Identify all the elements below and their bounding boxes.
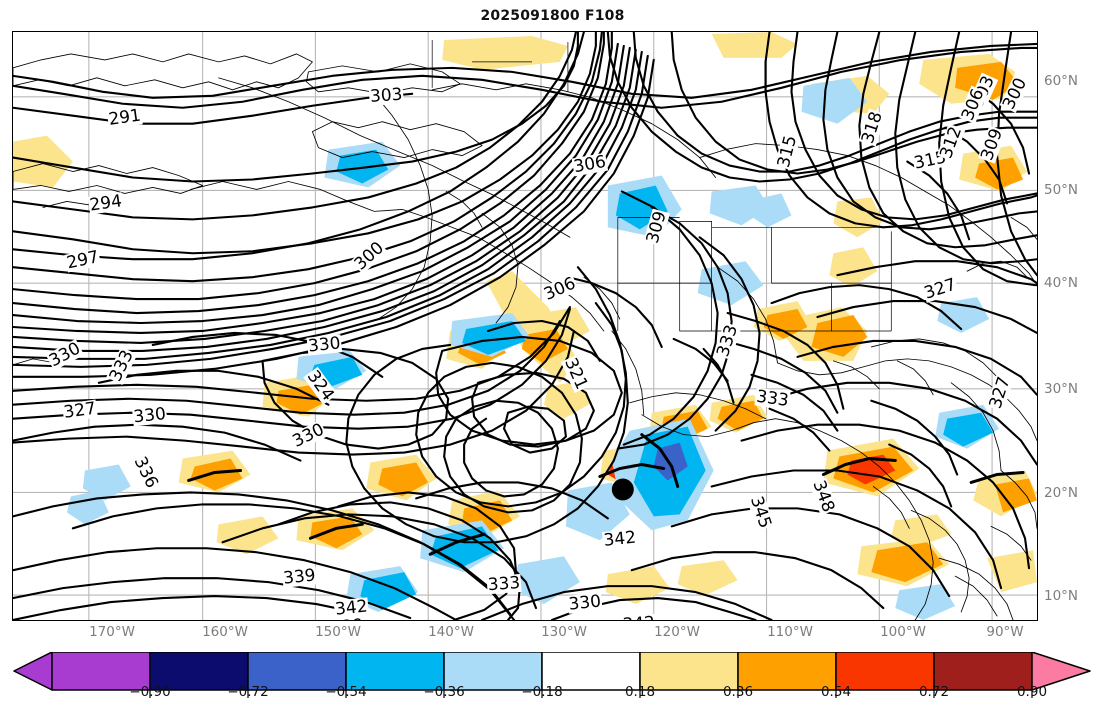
contour-label: 345 (94, 617, 128, 620)
colorbar-over-arrow-final (1031, 652, 1091, 691)
colorbar-tick-8: 0.72 (918, 684, 950, 700)
contour-label-backing (45, 339, 85, 371)
lat-label-30n: 30°N (1044, 381, 1079, 397)
lon-label-130w: 130°W (541, 624, 587, 640)
contour-label-backing (281, 566, 318, 588)
contour-label-backing (621, 613, 657, 620)
contour-label-backing (106, 106, 143, 129)
colorbar-tick-0: −0.90 (129, 684, 171, 700)
contour-label-backing (289, 420, 328, 452)
colorbar-tick-4: −0.18 (521, 684, 563, 700)
contour-label-backing (350, 238, 388, 275)
lon-label-90w: 90°W (986, 624, 1024, 640)
lon-label-100w: 100°W (880, 624, 926, 640)
contour-label: 330 (132, 403, 166, 426)
lon-label-170w: 170°W (89, 624, 135, 640)
contour-label: 342 (622, 612, 656, 620)
contour-label: 342 (603, 527, 637, 550)
contour-label-backing (303, 366, 338, 405)
contour-label-backing (754, 387, 791, 410)
anomaly-shading (13, 32, 1037, 620)
colorbar-tick-5: 0.18 (624, 684, 656, 700)
contour-label: 303 (369, 84, 403, 106)
contour-label: 330 (307, 332, 341, 355)
colorbar-final (13, 652, 1091, 698)
contour-label-backing (333, 597, 370, 619)
lon-label-160w: 160°W (202, 624, 248, 640)
contour-label-backing (571, 152, 609, 177)
contour-label-backing (713, 322, 742, 360)
contour-label: 294 (88, 190, 123, 214)
contour-label-backing (958, 85, 988, 124)
contour-label-backing (936, 123, 966, 162)
lat-label-50n: 50°N (1044, 182, 1079, 198)
colorbar-tick-7: 0.54 (820, 684, 852, 700)
colorbar-under-arrow-final (13, 652, 53, 691)
lon-label-140w: 140°W (428, 624, 474, 640)
map-canvas: 2912942973033003063063093183153153033003… (13, 32, 1037, 620)
contour-label-backing (131, 405, 168, 427)
lon-label-110w: 110°W (767, 624, 813, 640)
lon-label-150w: 150°W (315, 624, 361, 640)
contour-label-backing (540, 274, 580, 305)
contour-label: 333 (487, 572, 521, 594)
contour-label-backing (560, 354, 592, 393)
lon-label-120w: 120°W (654, 624, 700, 640)
contour-label-backing (567, 592, 603, 614)
contour-label-backing (746, 493, 775, 532)
colorbar-ticks-final (149, 690, 1033, 698)
lat-label-60n: 60°N (1044, 73, 1079, 89)
lat-label-10n: 10°N (1044, 588, 1079, 604)
contour-label-backing (977, 125, 1007, 164)
colorbar-tick-1: −0.72 (227, 684, 269, 700)
contour-label-backing (130, 453, 162, 492)
contour-label: 339 (282, 565, 316, 588)
contour-label-backing (306, 334, 343, 356)
map-panel[interactable]: 2912942973033003063063093183153153033003… (12, 31, 1038, 621)
contour-label-backing (809, 477, 838, 516)
contour-label-backing (61, 399, 98, 422)
contour-label: 327 (62, 398, 97, 422)
contour-label-backing (986, 373, 1014, 412)
highlight-contours (187, 433, 1025, 556)
contour-label-backing (858, 108, 887, 147)
political-borders (431, 39, 892, 332)
contour-label: 333 (755, 386, 790, 410)
colorbar: −0.90 −0.72 −0.54 −0.36 −0.18 0.18 0.36 … (0, 652, 1105, 712)
page-title: 2025091800 F108 (480, 8, 625, 24)
contour-label-backing (999, 74, 1031, 113)
colorbar-tick-6: 0.36 (722, 684, 754, 700)
lat-label-20n: 20°N (1044, 485, 1079, 501)
contour-label-backing (106, 346, 138, 386)
contour-label-backing (64, 247, 102, 273)
contour-label-backing (774, 132, 801, 171)
lat-label-40n: 40°N (1044, 275, 1079, 291)
contour-label-backing (368, 85, 404, 106)
contour-label-backing (643, 208, 671, 247)
contour-label: 339 (330, 614, 364, 620)
storm-center-marker (611, 478, 634, 501)
contour-label-backing (486, 573, 522, 595)
contour-label-backing (921, 275, 960, 303)
contour-label-backing (87, 192, 124, 215)
contour-label: 291 (107, 105, 142, 129)
colorbar-tick-2: −0.54 (325, 684, 367, 700)
contour-label: 342 (334, 595, 368, 618)
colorbar-tick-3: −0.36 (423, 684, 465, 700)
contour-label-backing (602, 528, 638, 550)
contour-label: 330 (568, 590, 602, 613)
colorbar-tick-9: 0.90 (1016, 684, 1048, 700)
